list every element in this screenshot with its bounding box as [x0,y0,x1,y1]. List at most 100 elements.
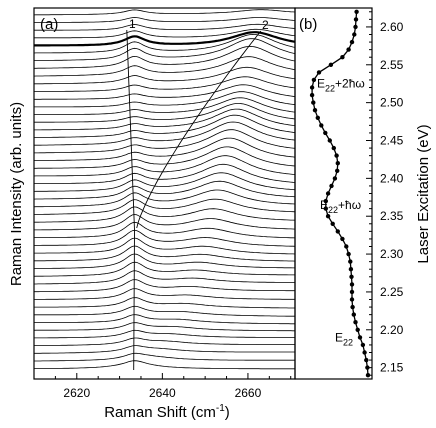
resonance-point [350,304,355,310]
resonance-point [312,108,318,113]
resonance-point [335,229,340,234]
resonance-point [330,221,335,226]
spectrum-line [34,91,295,108]
resonance-point [349,282,355,287]
y-tick-label: 2.60 [380,20,404,34]
resonance-point [316,70,322,75]
spectrum-line [34,345,295,354]
resonance-point [335,168,340,173]
x-tick-label: 2640 [149,386,176,400]
resonance-point [348,267,354,272]
spectrum-line [34,198,295,215]
spectrum-line [34,146,295,169]
spectrum-line [34,245,295,262]
spectrum-line [34,229,295,247]
spectrum-line [34,279,295,293]
resonance-point [349,297,355,302]
x-tick-label: 2620 [63,386,90,400]
resonance-point [327,138,332,143]
peak-1-label: 1 [129,17,136,31]
spectrum-line [34,129,295,154]
spectrum-line [34,17,295,23]
panel-b-label: (b) [299,16,317,33]
y-tick-label: 2.55 [380,58,404,72]
resonance-point [349,39,355,45]
resonance-point [362,350,367,355]
spectrum-line [34,221,295,239]
spectrum-line [34,329,295,339]
resonance-annotations: E22 E22+ħω E22+2ħω [317,77,365,348]
resonance-point [364,357,369,363]
resonance-point [335,161,340,166]
resonance-profile-line [311,11,369,376]
spectrum-line [34,108,295,131]
y-tick-label: 2.20 [380,323,404,337]
resonance-point [311,100,316,105]
spectrum-line [34,97,295,115]
spectrum-line [34,38,295,61]
spectrum-line [34,56,295,77]
spectrum-line [34,33,295,54]
panel-a-label: (a) [40,16,58,33]
resonance-point [329,183,334,189]
resonance-annotation: E22+2ħω [317,77,365,94]
spectrum-line [34,261,295,277]
spectrum-line [34,84,295,100]
spectrum-line [34,337,295,346]
spectrum-line [34,270,295,285]
resonance-point [357,335,363,340]
y-axis-label-laser-excitation: Laser Excitation (eV) [415,124,432,263]
spectrum-line [34,297,295,309]
spectrum-line [34,155,295,177]
resonance-point [353,24,358,30]
resonance-point [309,85,315,90]
resonance-point [346,47,351,52]
resonance-point [344,244,349,249]
resonance-point [340,236,345,242]
spectrum-line [34,9,295,16]
resonance-profile [309,9,371,378]
peak-2-label: 2 [262,18,269,32]
y-tick-label: 2.35 [380,209,404,223]
resonance-point [325,191,331,196]
resonance-point [360,342,366,348]
resonance-point [311,77,317,83]
x-axis-ticks: 2620 2640 2660 [33,373,292,400]
resonance-point [353,320,358,325]
y-tick-label: 2.25 [380,285,404,299]
y-tick-label: 2.15 [380,361,404,375]
resonance-point [328,62,334,67]
y-tick-label: 2.45 [380,134,404,148]
resonance-point [349,274,354,279]
spectrum-line [34,121,295,146]
resonance-point [334,153,339,158]
resonance-point [348,259,353,264]
panel-b: 2.15 2.20 2.25 2.30 2.35 2.40 2.45 2.50 2.55 2.60… [294,7,432,380]
spectrum-line [34,23,295,31]
y-axis-ticks: 2.15 2.20 2.25 2.30 2.35 2.40 2.45 2.50 2.55 2.60 [366,11,404,376]
spectrum-line [34,288,295,300]
resonance-point [319,123,324,128]
peak-guides [126,29,262,371]
spectrum-line [34,322,295,332]
resonance-point [346,251,351,257]
panel-a: 2620 2640 2660 (a) 1 2 Raman Shift (cm-1) … [8,7,296,421]
resonance-annotation: E22+ħω [320,198,361,215]
resonance-point [309,92,315,98]
resonance-point [353,17,359,22]
spectrum-line [34,163,295,184]
peak-2-guide [136,30,262,229]
y-tick-label: 2.50 [380,96,404,110]
resonance-point [315,115,320,121]
spectrum-line [34,206,295,223]
spectrum-line [34,305,295,317]
y-tick-label: 2.30 [380,247,404,261]
spectrum-line [34,189,295,208]
x-axis-label: Raman Shift (cm-1) [104,403,230,421]
spectrum-line [34,28,295,39]
spectrum-line [34,352,295,362]
resonance-point [354,9,359,14]
resonance-point [323,198,328,204]
resonance-point [325,214,331,219]
